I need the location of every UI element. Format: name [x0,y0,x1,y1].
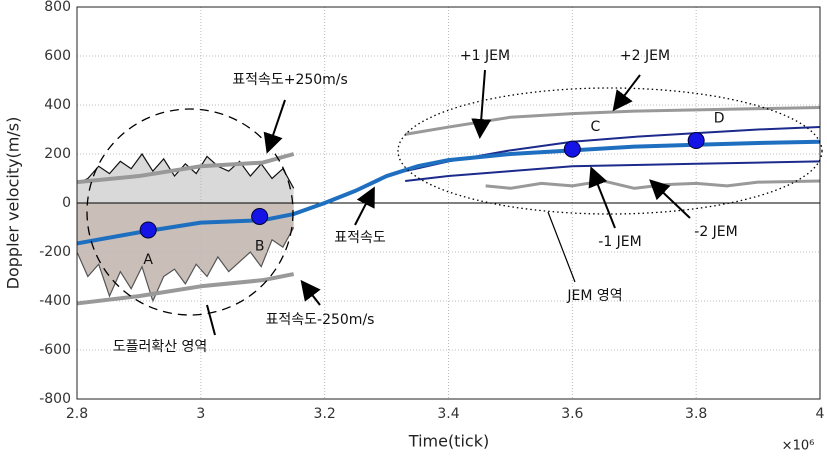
series-line [76,272,295,306]
y-tick-label: 0 [62,195,71,211]
arrow [206,304,216,336]
arrow [354,186,375,226]
spread-edge [76,227,295,303]
annotation: 도플러확산 영역 [113,339,208,355]
point-marker [139,221,157,239]
y-tick-label: -800 [39,391,71,407]
jem-ellipse [397,87,823,215]
x-tick-label: 3.8 [685,406,707,422]
series-line [485,179,821,190]
series-line [76,152,295,185]
x-tick-label: 2.8 [66,406,88,422]
point-marker [563,140,581,158]
annotation: 표적속도-250m/s [266,312,375,328]
spread-area [77,154,294,203]
pointer-line [547,211,576,283]
x-tick-label: 4 [816,406,825,422]
annotation: -1 JEM [598,234,641,250]
arrow [588,166,616,229]
x-tick-label: 3 [196,406,205,422]
x-axis-label: Time(tick) [408,432,489,451]
x-tick-label: 3.6 [561,406,583,422]
annotation: 표적속도+250m/s [232,72,348,88]
point-label: B [255,238,265,254]
arrow [263,99,286,154]
y-tick-label: -600 [39,342,71,358]
y-tick-label: 200 [44,146,71,162]
point-label: A [143,252,153,268]
arrow [649,179,691,219]
annotation: JEM 영역 [566,288,622,304]
y-tick-label: 800 [44,0,71,15]
annotation: -2 JEM [694,224,737,240]
series-line [404,105,821,136]
y-axis-label: Doppler velocity(m/s) [4,117,23,290]
plot-frame [76,6,821,400]
y-tick-label: 600 [44,48,71,64]
point-label: C [590,119,600,135]
arrow [612,74,641,112]
annotation: 표적속도 [334,230,386,246]
y-tick-label: -200 [39,244,71,260]
spread-edge [76,152,295,189]
point-label: D [714,111,725,127]
annotation: +1 JEM [460,48,510,64]
point-marker [687,132,705,150]
series-line [405,160,821,182]
point-marker [251,207,269,225]
arrow [471,69,492,139]
y-tick-label: 400 [44,97,71,113]
x-tick-label: 3.4 [437,406,459,422]
arrow [300,279,321,306]
y-tick-label: -400 [39,293,71,309]
plot-area [76,6,821,400]
x-multiplier: ×10⁶ [782,439,815,454]
annotation: +2 JEM [620,48,670,64]
spread-circle [86,108,294,316]
series-line [76,139,821,246]
x-tick-label: 3.2 [314,406,336,422]
